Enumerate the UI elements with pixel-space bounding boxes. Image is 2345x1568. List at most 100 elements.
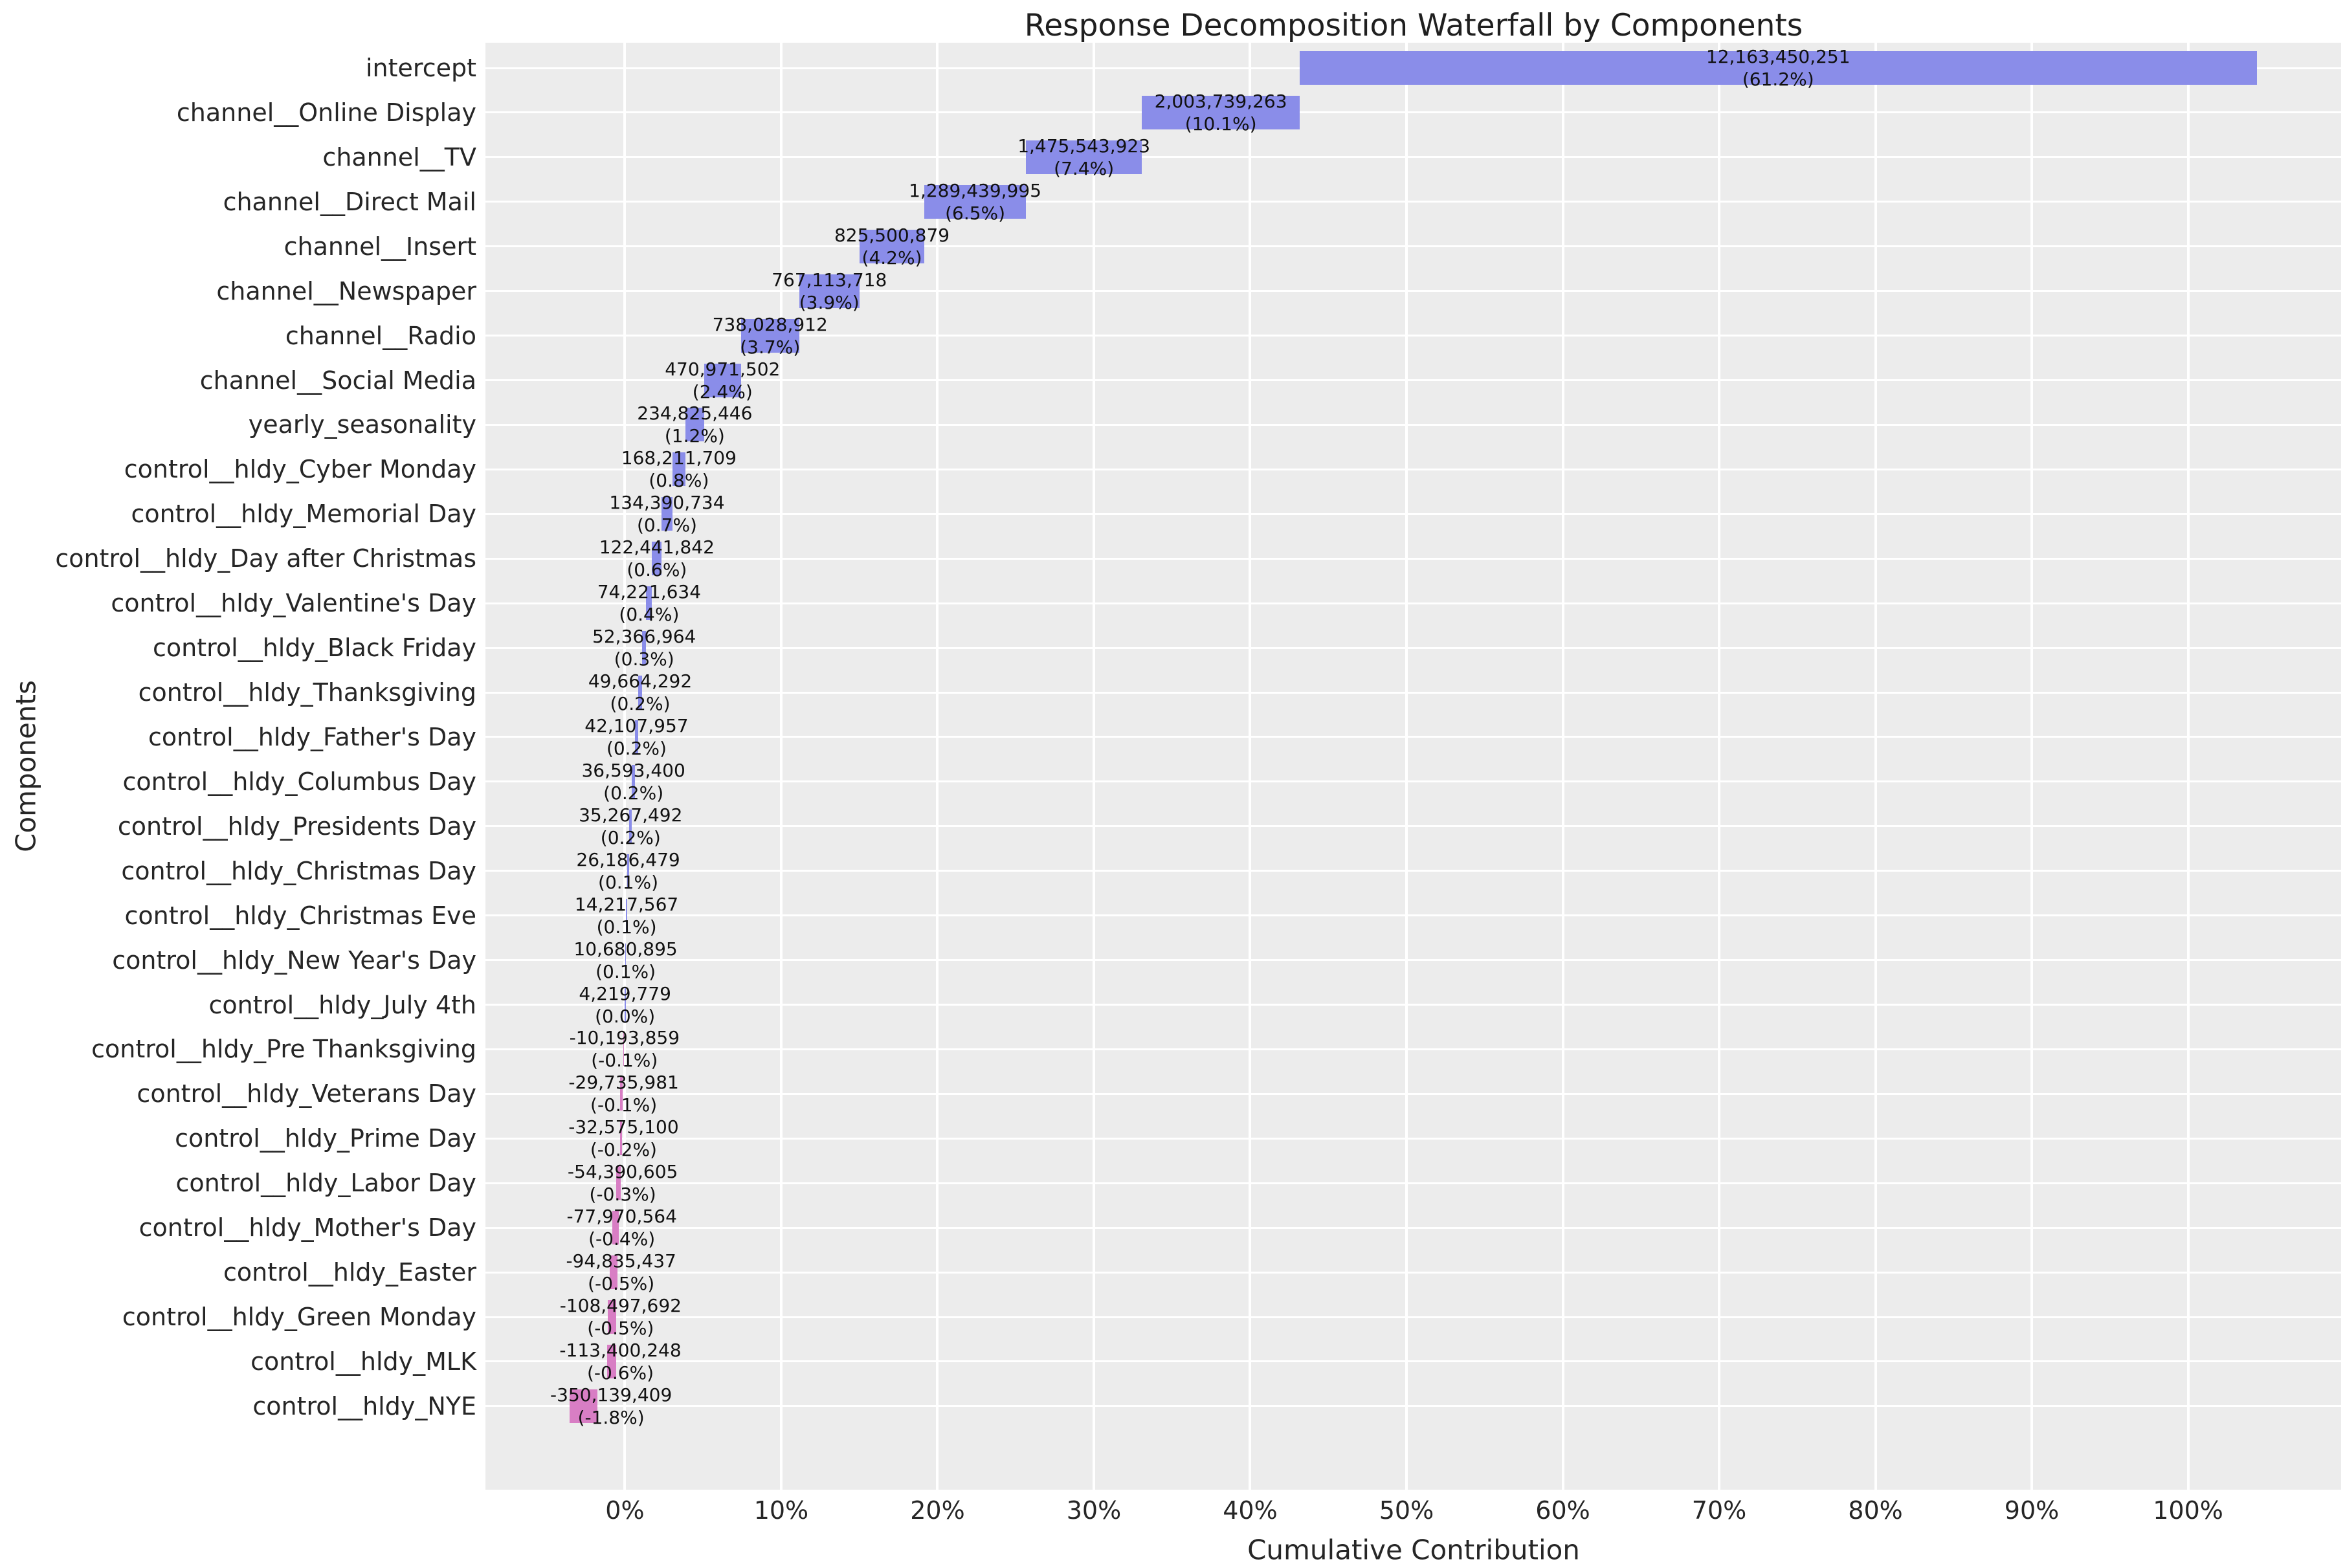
x-tick-label: 30%: [1066, 1496, 1122, 1525]
bar-value-label: 49,664,292 (0.2%): [588, 670, 692, 715]
bar-value-text: -77,970,564: [566, 1206, 677, 1228]
y-gridline: [485, 1048, 2341, 1050]
bar-value-label: -77,970,564 (-0.4%): [566, 1205, 676, 1250]
waterfall-bar: [627, 854, 630, 888]
bar-value-text: 234,825,446: [637, 403, 753, 425]
bar-value-label: 134,390,734 (0.7%): [609, 491, 724, 536]
waterfall-bar: [606, 1344, 616, 1378]
bar-value-text: -32,575,100: [568, 1116, 679, 1138]
y-tick-label: control__hldy_Prime Day: [175, 1124, 476, 1153]
x-gridline: [1874, 43, 1877, 1490]
bar-value-label: -10,193,859 (-0.1%): [570, 1026, 680, 1072]
bar-value-text: -54,390,605: [567, 1161, 678, 1183]
bar-value-text: 74,221,634: [597, 581, 702, 603]
waterfall-bar: [652, 542, 662, 576]
bar-percent-text: (2.4%): [692, 381, 753, 403]
y-gridline: [485, 780, 2341, 783]
bar-percent-text: (3.9%): [799, 291, 860, 313]
y-tick-label: control__hldy_Green Monday: [122, 1303, 476, 1332]
bar-value-label: 767,113,718 (3.9%): [772, 269, 887, 314]
bar-value-text: 168,211,709: [621, 447, 737, 469]
y-tick-label: channel__Direct Mail: [223, 187, 476, 216]
x-gridline: [623, 43, 627, 1490]
y-gridline: [485, 245, 2341, 248]
bar-percent-text: (-0.1%): [591, 1050, 658, 1072]
bar-value-label: 42,107,957 (0.2%): [584, 714, 688, 760]
waterfall-bar: [740, 318, 799, 353]
bar-value-text: 35,267,492: [579, 804, 683, 826]
waterfall-bar: [1299, 51, 2257, 85]
plot-area: [485, 43, 2341, 1490]
waterfall-bar: [1025, 140, 1142, 174]
x-tick-label: 50%: [1379, 1496, 1434, 1525]
bar-percent-text: (1.2%): [664, 425, 725, 447]
bar-value-text: 52,366,964: [592, 626, 696, 648]
y-tick-label: channel__Online Display: [176, 98, 476, 127]
waterfall-bar: [642, 631, 647, 665]
y-gridline: [485, 513, 2341, 515]
x-tick-label: 90%: [2004, 1496, 2060, 1525]
y-tick-label: control__hldy_Labor Day: [175, 1169, 476, 1198]
bar-percent-text: (0.1%): [598, 871, 659, 893]
bar-value-label: 825,500,879 (4.2%): [834, 224, 950, 269]
bar-percent-text: (-0.4%): [588, 1228, 656, 1250]
y-gridline: [485, 1405, 2341, 1408]
bar-value-text: 26,186,479: [576, 848, 680, 870]
y-gridline: [485, 1182, 2341, 1184]
bar-percent-text: (7.4%): [1054, 157, 1115, 179]
bar-percent-text: (3.7%): [740, 336, 801, 358]
y-gridline: [485, 602, 2341, 604]
bar-value-text: 738,028,912: [712, 313, 828, 335]
waterfall-bar: [638, 676, 643, 710]
y-tick-label: control__hldy_Father's Day: [148, 722, 476, 751]
y-tick-label: channel__Social Media: [199, 366, 476, 395]
waterfall-bar: [632, 764, 635, 799]
x-gridline: [2030, 43, 2034, 1490]
bar-percent-text: (0.4%): [619, 604, 680, 626]
y-gridline: [485, 825, 2341, 828]
waterfall-bar: [625, 943, 627, 977]
bar-value-text: 1,289,439,995: [909, 179, 1042, 201]
waterfall-bar: [704, 363, 741, 397]
waterfall-bar: [610, 1255, 617, 1290]
bar-value-label: 36,593,400 (0.2%): [581, 759, 685, 804]
bar-value-text: 470,971,502: [665, 358, 781, 380]
y-gridline: [485, 1092, 2341, 1095]
bar-value-text: 122,441,842: [599, 536, 715, 558]
bar-value-text: 14,217,567: [574, 893, 679, 915]
bar-value-label: -32,575,100 (-0.2%): [568, 1116, 678, 1161]
x-gridline: [779, 43, 783, 1490]
waterfall-bar: [625, 988, 626, 1022]
bar-value-label: 52,366,964 (0.3%): [592, 625, 696, 670]
bar-percent-text: (-0.6%): [586, 1362, 654, 1384]
x-tick-label: 70%: [1691, 1496, 1747, 1525]
waterfall-bar: [859, 229, 925, 263]
y-tick-label: control__hldy_Columbus Day: [122, 767, 476, 796]
y-tick-label: control__hldy_Memorial Day: [131, 500, 476, 529]
bar-percent-text: (0.2%): [600, 826, 661, 848]
bar-value-label: 168,211,709 (0.8%): [621, 447, 737, 492]
x-gridline: [1092, 43, 1095, 1490]
y-tick-label: control__hldy_Black Friday: [152, 634, 476, 663]
bar-value-text: -108,497,692: [559, 1295, 682, 1317]
waterfall-bar: [629, 809, 632, 843]
y-tick-label: control__hldy_MLK: [250, 1347, 476, 1376]
y-tick-label: control__hldy_Cyber Monday: [124, 455, 476, 484]
bar-percent-text: (0.0%): [595, 1005, 656, 1027]
y-tick-label: control__hldy_Thanksgiving: [138, 678, 476, 707]
waterfall-bar: [799, 274, 860, 308]
waterfall-bar: [626, 898, 627, 933]
bar-value-text: 12,163,450,251: [1706, 46, 1850, 67]
waterfall-bar: [924, 184, 1026, 219]
y-tick-label: control__hldy_Christmas Eve: [124, 901, 476, 930]
bar-value-label: 1,289,439,995 (6.5%): [909, 179, 1041, 225]
y-tick-label: control__hldy_Valentine's Day: [111, 589, 476, 618]
y-tick-label: control__hldy_Easter: [223, 1258, 476, 1287]
x-tick-label: 10%: [753, 1496, 809, 1525]
bar-value-label: 470,971,502 (2.4%): [665, 358, 780, 403]
y-gridline: [485, 111, 2341, 114]
bar-value-text: -113,400,248: [559, 1339, 682, 1361]
x-tick-label: 100%: [2153, 1496, 2223, 1525]
y-gridline: [485, 736, 2341, 738]
